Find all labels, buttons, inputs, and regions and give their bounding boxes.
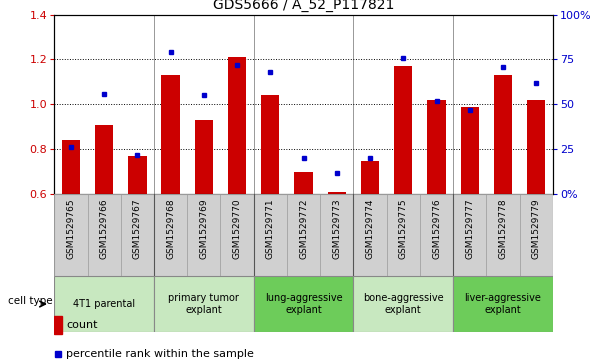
Bar bbox=[353, 276, 453, 332]
Text: primary tumor
explant: primary tumor explant bbox=[168, 293, 240, 315]
Text: GSM1529773: GSM1529773 bbox=[332, 198, 341, 259]
Text: GSM1529771: GSM1529771 bbox=[266, 198, 275, 259]
Bar bbox=[54, 276, 154, 332]
Bar bbox=[95, 125, 113, 194]
Text: GSM1529770: GSM1529770 bbox=[232, 198, 241, 259]
Bar bbox=[394, 66, 412, 194]
Bar bbox=[453, 276, 553, 332]
Title: GDS5666 / A_52_P117821: GDS5666 / A_52_P117821 bbox=[213, 0, 394, 12]
Bar bbox=[361, 160, 379, 194]
Bar bbox=[62, 140, 80, 194]
Bar bbox=[154, 276, 254, 332]
Text: GSM1529779: GSM1529779 bbox=[532, 198, 540, 259]
Bar bbox=[195, 120, 213, 194]
Text: GSM1529774: GSM1529774 bbox=[366, 198, 375, 259]
Bar bbox=[54, 315, 62, 334]
Text: percentile rank within the sample: percentile rank within the sample bbox=[67, 348, 254, 359]
Text: GSM1529777: GSM1529777 bbox=[466, 198, 474, 259]
Text: GSM1529776: GSM1529776 bbox=[432, 198, 441, 259]
Bar bbox=[228, 57, 246, 194]
Bar bbox=[461, 107, 479, 194]
Text: GSM1529775: GSM1529775 bbox=[399, 198, 408, 259]
Bar bbox=[162, 75, 180, 194]
Text: GSM1529778: GSM1529778 bbox=[499, 198, 507, 259]
Text: GSM1529772: GSM1529772 bbox=[299, 198, 308, 259]
Bar bbox=[327, 192, 346, 194]
Bar bbox=[294, 172, 313, 194]
Text: lung-aggressive
explant: lung-aggressive explant bbox=[265, 293, 342, 315]
Text: GSM1529768: GSM1529768 bbox=[166, 198, 175, 259]
Bar bbox=[527, 100, 545, 194]
Text: GSM1529767: GSM1529767 bbox=[133, 198, 142, 259]
Text: GSM1529766: GSM1529766 bbox=[100, 198, 109, 259]
Bar bbox=[494, 75, 512, 194]
Text: cell type: cell type bbox=[8, 296, 53, 306]
Bar bbox=[128, 156, 146, 194]
Bar bbox=[254, 276, 353, 332]
Bar bbox=[261, 95, 280, 194]
Text: GSM1529769: GSM1529769 bbox=[199, 198, 208, 259]
Text: GSM1529765: GSM1529765 bbox=[67, 198, 76, 259]
Text: 4T1 parental: 4T1 parental bbox=[73, 299, 135, 309]
Text: bone-aggressive
explant: bone-aggressive explant bbox=[363, 293, 444, 315]
Text: liver-aggressive
explant: liver-aggressive explant bbox=[464, 293, 542, 315]
Text: count: count bbox=[67, 320, 98, 330]
Bar bbox=[427, 100, 445, 194]
